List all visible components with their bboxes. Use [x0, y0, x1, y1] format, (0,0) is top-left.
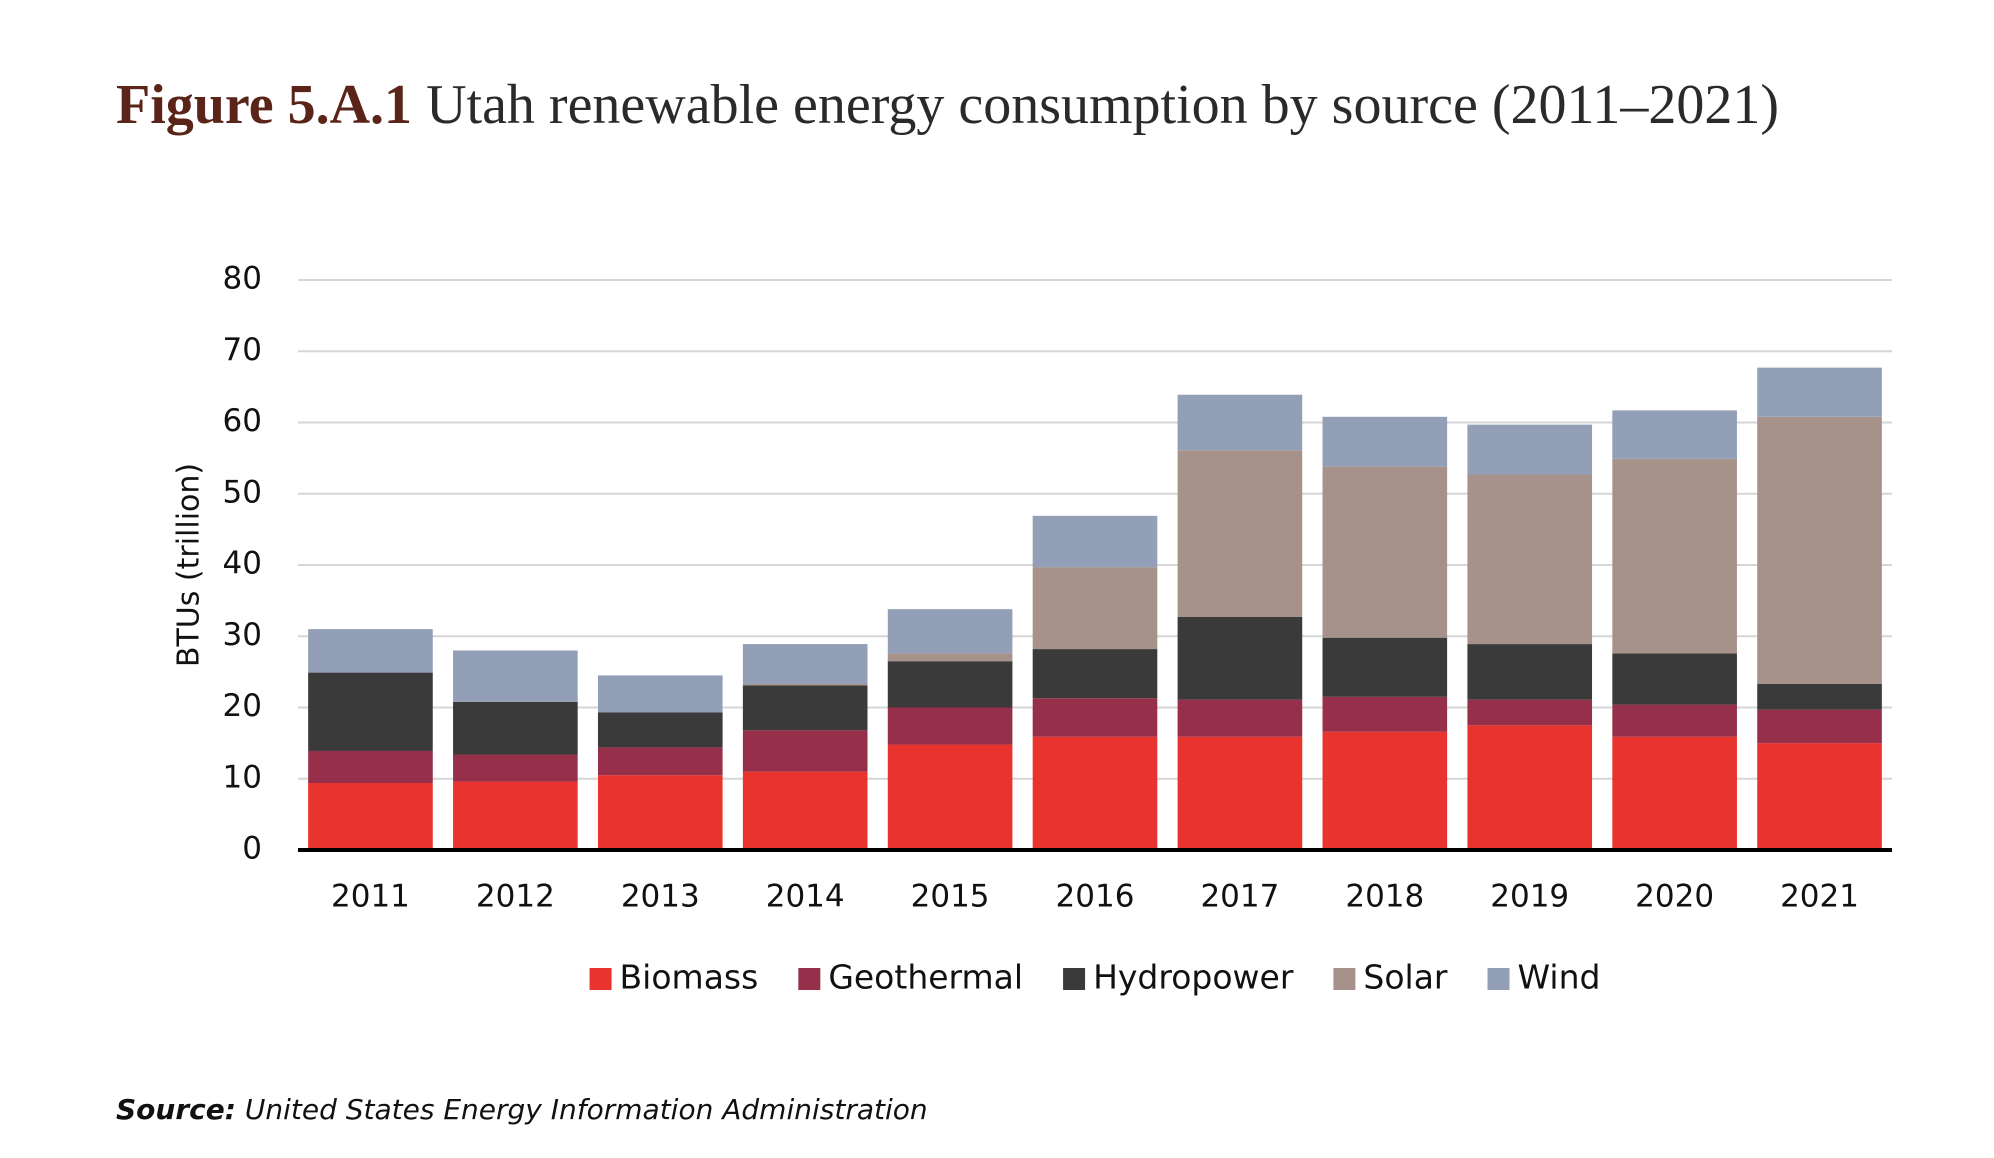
bar-segment: [1467, 699, 1593, 726]
bar-segment: [1177, 450, 1303, 618]
bar-segment: [1032, 515, 1158, 568]
legend-swatch: [798, 968, 821, 990]
bar-segment: [308, 750, 433, 784]
bar-segment: [742, 730, 868, 772]
bar-segment: [1467, 725, 1593, 850]
source-label: Source:: [116, 1093, 236, 1126]
y-tick-label: 70: [223, 332, 262, 368]
bar-segment: [1757, 683, 1882, 710]
x-tick-label: 2014: [766, 879, 845, 915]
bar-segment: [887, 744, 1013, 850]
legend-label: Geothermal: [828, 958, 1023, 997]
bar-segment: [887, 653, 1013, 662]
x-tick-label: 2020: [1635, 879, 1714, 915]
x-tick-label: 2017: [1200, 879, 1279, 915]
x-tick-label: 2013: [621, 879, 700, 915]
legend-label: Biomass: [620, 958, 759, 997]
bar-segment: [1612, 736, 1737, 850]
bar-segment: [597, 775, 723, 850]
y-tick-label: 0: [242, 831, 262, 867]
bar-segment: [308, 629, 433, 673]
x-tick-label: 2021: [1780, 879, 1859, 915]
legend-swatch: [589, 968, 612, 990]
y-tick-label: 10: [223, 759, 262, 795]
bar-segment: [887, 661, 1013, 708]
bar-segment: [1177, 736, 1303, 850]
source-text: United States Energy Information Adminis…: [245, 1093, 928, 1126]
bar-segment: [597, 712, 723, 748]
bar-segment: [1322, 637, 1448, 697]
source-note: Source: United States Energy Information…: [116, 1093, 928, 1126]
bar-segment: [742, 683, 868, 686]
legend-label: Wind: [1518, 958, 1601, 997]
bar-segment: [1757, 709, 1882, 744]
bar-segment: [1032, 567, 1158, 650]
bar-segment: [1467, 644, 1593, 700]
bar-segment: [1032, 649, 1158, 699]
chart-title: Figure 5.A.1 Utah renewable energy consu…: [116, 74, 1779, 136]
y-tick-label: 30: [223, 617, 262, 653]
bar-segment: [1757, 743, 1882, 850]
bar-segment: [1467, 424, 1593, 475]
y-tick-label: 50: [223, 474, 262, 510]
x-tick-label: 2018: [1345, 879, 1424, 915]
bar-segment: [308, 672, 433, 751]
bar-segment: [1322, 466, 1448, 638]
bar-segment: [1612, 653, 1737, 705]
bar-segment: [597, 675, 723, 713]
bar-segment: [742, 685, 868, 731]
legend-swatch: [1333, 968, 1356, 990]
bar-segment: [453, 701, 578, 755]
bar-segment: [1177, 617, 1303, 700]
bar-segment: [308, 783, 433, 850]
legend-label: Hydropower: [1093, 958, 1294, 997]
bar-segment: [1032, 698, 1158, 737]
bar-segment: [1612, 458, 1737, 654]
title-prefix: Figure 5.A.1: [116, 74, 412, 136]
y-tick-label: 20: [223, 688, 262, 724]
bar-segment: [1612, 704, 1737, 737]
bar-segment: [742, 771, 868, 850]
legend-swatch: [1063, 968, 1086, 990]
y-tick-label: 80: [223, 261, 262, 297]
bar-segment: [1177, 394, 1303, 451]
bar-segment: [597, 747, 723, 776]
x-tick-label: 2019: [1490, 879, 1569, 915]
bar-segment: [453, 781, 578, 850]
bar-segment: [742, 644, 868, 684]
bar-segment: [1467, 474, 1593, 645]
y-tick-label: 40: [223, 546, 262, 582]
y-tick-label: 60: [223, 403, 262, 439]
bar-segment: [887, 707, 1013, 745]
x-tick-label: 2011: [331, 879, 410, 915]
bar-segment: [453, 754, 578, 782]
bar-segment: [453, 650, 578, 702]
bar-segment: [1322, 731, 1448, 850]
bar-segment: [1177, 699, 1303, 737]
bar-segment: [1322, 696, 1448, 732]
x-tick-label: 2016: [1056, 879, 1135, 915]
legend-swatch: [1487, 968, 1510, 990]
legend-label: Solar: [1363, 958, 1448, 997]
x-tick-label: 2015: [911, 879, 990, 915]
x-tick-label: 2012: [476, 879, 555, 915]
bar-segment: [1757, 416, 1882, 684]
bar-segment: [1612, 410, 1737, 459]
bar-segment: [1032, 736, 1158, 850]
bar-segment: [1322, 416, 1448, 467]
bar-segment: [887, 609, 1013, 654]
y-axis-label: BTUs (trillion): [172, 463, 207, 667]
bar-segment: [1757, 367, 1882, 417]
title-text: Utah renewable energy consumption by sou…: [426, 74, 1779, 136]
